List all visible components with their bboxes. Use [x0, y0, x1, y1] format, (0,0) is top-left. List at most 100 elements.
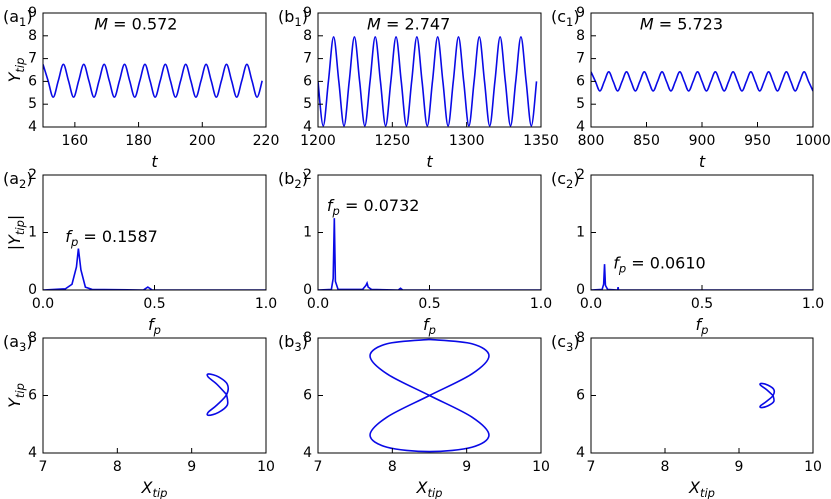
- x-axis-label: t: [151, 152, 158, 171]
- panel-label: (a3): [3, 332, 33, 354]
- y-tick-label: 0: [303, 282, 312, 298]
- y-tick-label: 5: [28, 96, 37, 112]
- y-axis-label-part: |: [5, 215, 24, 220]
- y-tick-label: 4: [28, 445, 37, 461]
- panel-label: (c1): [551, 7, 580, 29]
- x-axis-label-part: f: [148, 315, 156, 334]
- x-axis-label-part: tip: [700, 486, 715, 499]
- panel-label-part: (a: [3, 332, 19, 351]
- annotation-part: f: [65, 227, 73, 246]
- panel-label-part: (b: [278, 332, 294, 351]
- x-tick-label: 8: [113, 459, 122, 475]
- data-line: [369, 338, 490, 453]
- x-tick-label: 0.5: [418, 296, 440, 312]
- x-tick-label: 0.5: [691, 296, 713, 312]
- y-tick-label: 7: [576, 51, 585, 67]
- panel-label-part: ): [573, 169, 579, 188]
- y-tick-label: 2: [303, 167, 312, 183]
- x-tick-label: 200: [189, 133, 216, 149]
- x-axis-label: t: [426, 152, 433, 171]
- y-tick-label: 8: [28, 28, 37, 44]
- panel-label-part: (b: [278, 7, 294, 26]
- annotation-part: = 0.0732: [340, 196, 420, 215]
- x-tick-label: 850: [633, 133, 660, 149]
- data-line: [43, 248, 266, 290]
- y-axis-label: Ytip: [5, 58, 27, 83]
- y-tick-label: 2: [576, 167, 585, 183]
- x-tick-label: 0.5: [143, 296, 165, 312]
- x-axis-label-part: p: [700, 323, 708, 337]
- panel-label-part: 1: [294, 15, 301, 29]
- y-tick-label: 0: [28, 282, 37, 298]
- y-axis-label-part: |: [5, 245, 24, 250]
- annotation: fp = 0.0610: [613, 253, 706, 275]
- x-tick-label: 1350: [523, 133, 559, 149]
- x-axis-label-part: p: [428, 323, 436, 337]
- data-line: [43, 63, 263, 98]
- y-tick-label: 9: [28, 5, 37, 21]
- panel-label-part: ): [302, 169, 308, 188]
- data-line: [206, 373, 229, 417]
- y-tick-label: 5: [576, 96, 585, 112]
- plot-frame: [317, 174, 542, 291]
- x-tick-label: 1250: [375, 133, 411, 149]
- annotation-part: = 0.1587: [78, 227, 158, 246]
- annotation-part: M: [94, 14, 108, 33]
- panel-label-part: 1: [566, 15, 573, 29]
- x-axis-label-part: tip: [427, 486, 442, 499]
- y-tick-label: 8: [28, 330, 37, 346]
- y-tick-label: 1: [28, 225, 37, 241]
- x-tick-label: 950: [744, 133, 771, 149]
- x-tick-label: 800: [578, 133, 605, 149]
- plot-frame: [42, 337, 267, 454]
- x-tick-label: 1.0: [255, 296, 277, 312]
- y-tick-label: 4: [576, 445, 585, 461]
- annotation: M = 5.723: [640, 14, 723, 33]
- x-axis-label: fp: [423, 315, 436, 337]
- y-axis-label-part: tip: [13, 220, 27, 235]
- data-line: [318, 36, 538, 127]
- plot-frame: [590, 337, 814, 454]
- y-tick-label: 1: [303, 225, 312, 241]
- panel-label-part: ): [573, 332, 579, 351]
- y-tick-label: 6: [303, 388, 312, 404]
- panel-label-part: ): [302, 7, 308, 26]
- x-tick-label: 10: [532, 459, 550, 475]
- y-tick-label: 4: [303, 445, 312, 461]
- annotation-part: f: [613, 253, 621, 272]
- y-axis-label-part: Y: [5, 234, 24, 245]
- y-tick-label: 6: [303, 73, 312, 89]
- data-line: [591, 71, 813, 92]
- x-tick-label: 0.0: [32, 296, 54, 312]
- annotation: M = 0.572: [94, 14, 177, 33]
- y-axis-label-part: Y: [5, 71, 24, 82]
- x-tick-label: 9: [187, 459, 196, 475]
- panel-label-part: (c: [551, 332, 566, 351]
- x-axis-label-part: t: [699, 152, 706, 171]
- y-tick-label: 8: [303, 28, 312, 44]
- annotation-part: p: [332, 204, 340, 218]
- plot-frame: [317, 12, 542, 128]
- x-tick-label: 1.0: [530, 296, 552, 312]
- x-tick-label: 10: [804, 459, 822, 475]
- x-axis-label-part: t: [426, 152, 433, 171]
- panel-label-part: (a: [3, 7, 19, 26]
- panel-label-part: 2: [19, 177, 26, 191]
- panel-label: (b3): [278, 332, 308, 354]
- panel-label: (b1): [278, 7, 308, 29]
- x-axis-label: fp: [696, 315, 709, 337]
- y-tick-label: 7: [28, 51, 37, 67]
- y-tick-label: 6: [28, 388, 37, 404]
- panel-label-part: ): [26, 7, 32, 26]
- panel-label-part: ): [302, 332, 308, 351]
- annotation: fp = 0.1587: [65, 227, 158, 249]
- y-axis-label: Ytip: [5, 383, 27, 408]
- x-axis-label-part: p: [153, 323, 161, 337]
- y-tick-label: 9: [303, 5, 312, 21]
- plot-frame: [42, 12, 267, 128]
- x-tick-label: 1300: [449, 133, 485, 149]
- data-line: [759, 382, 776, 409]
- x-axis-label-part: tip: [152, 486, 167, 499]
- x-tick-label: 220: [253, 133, 280, 149]
